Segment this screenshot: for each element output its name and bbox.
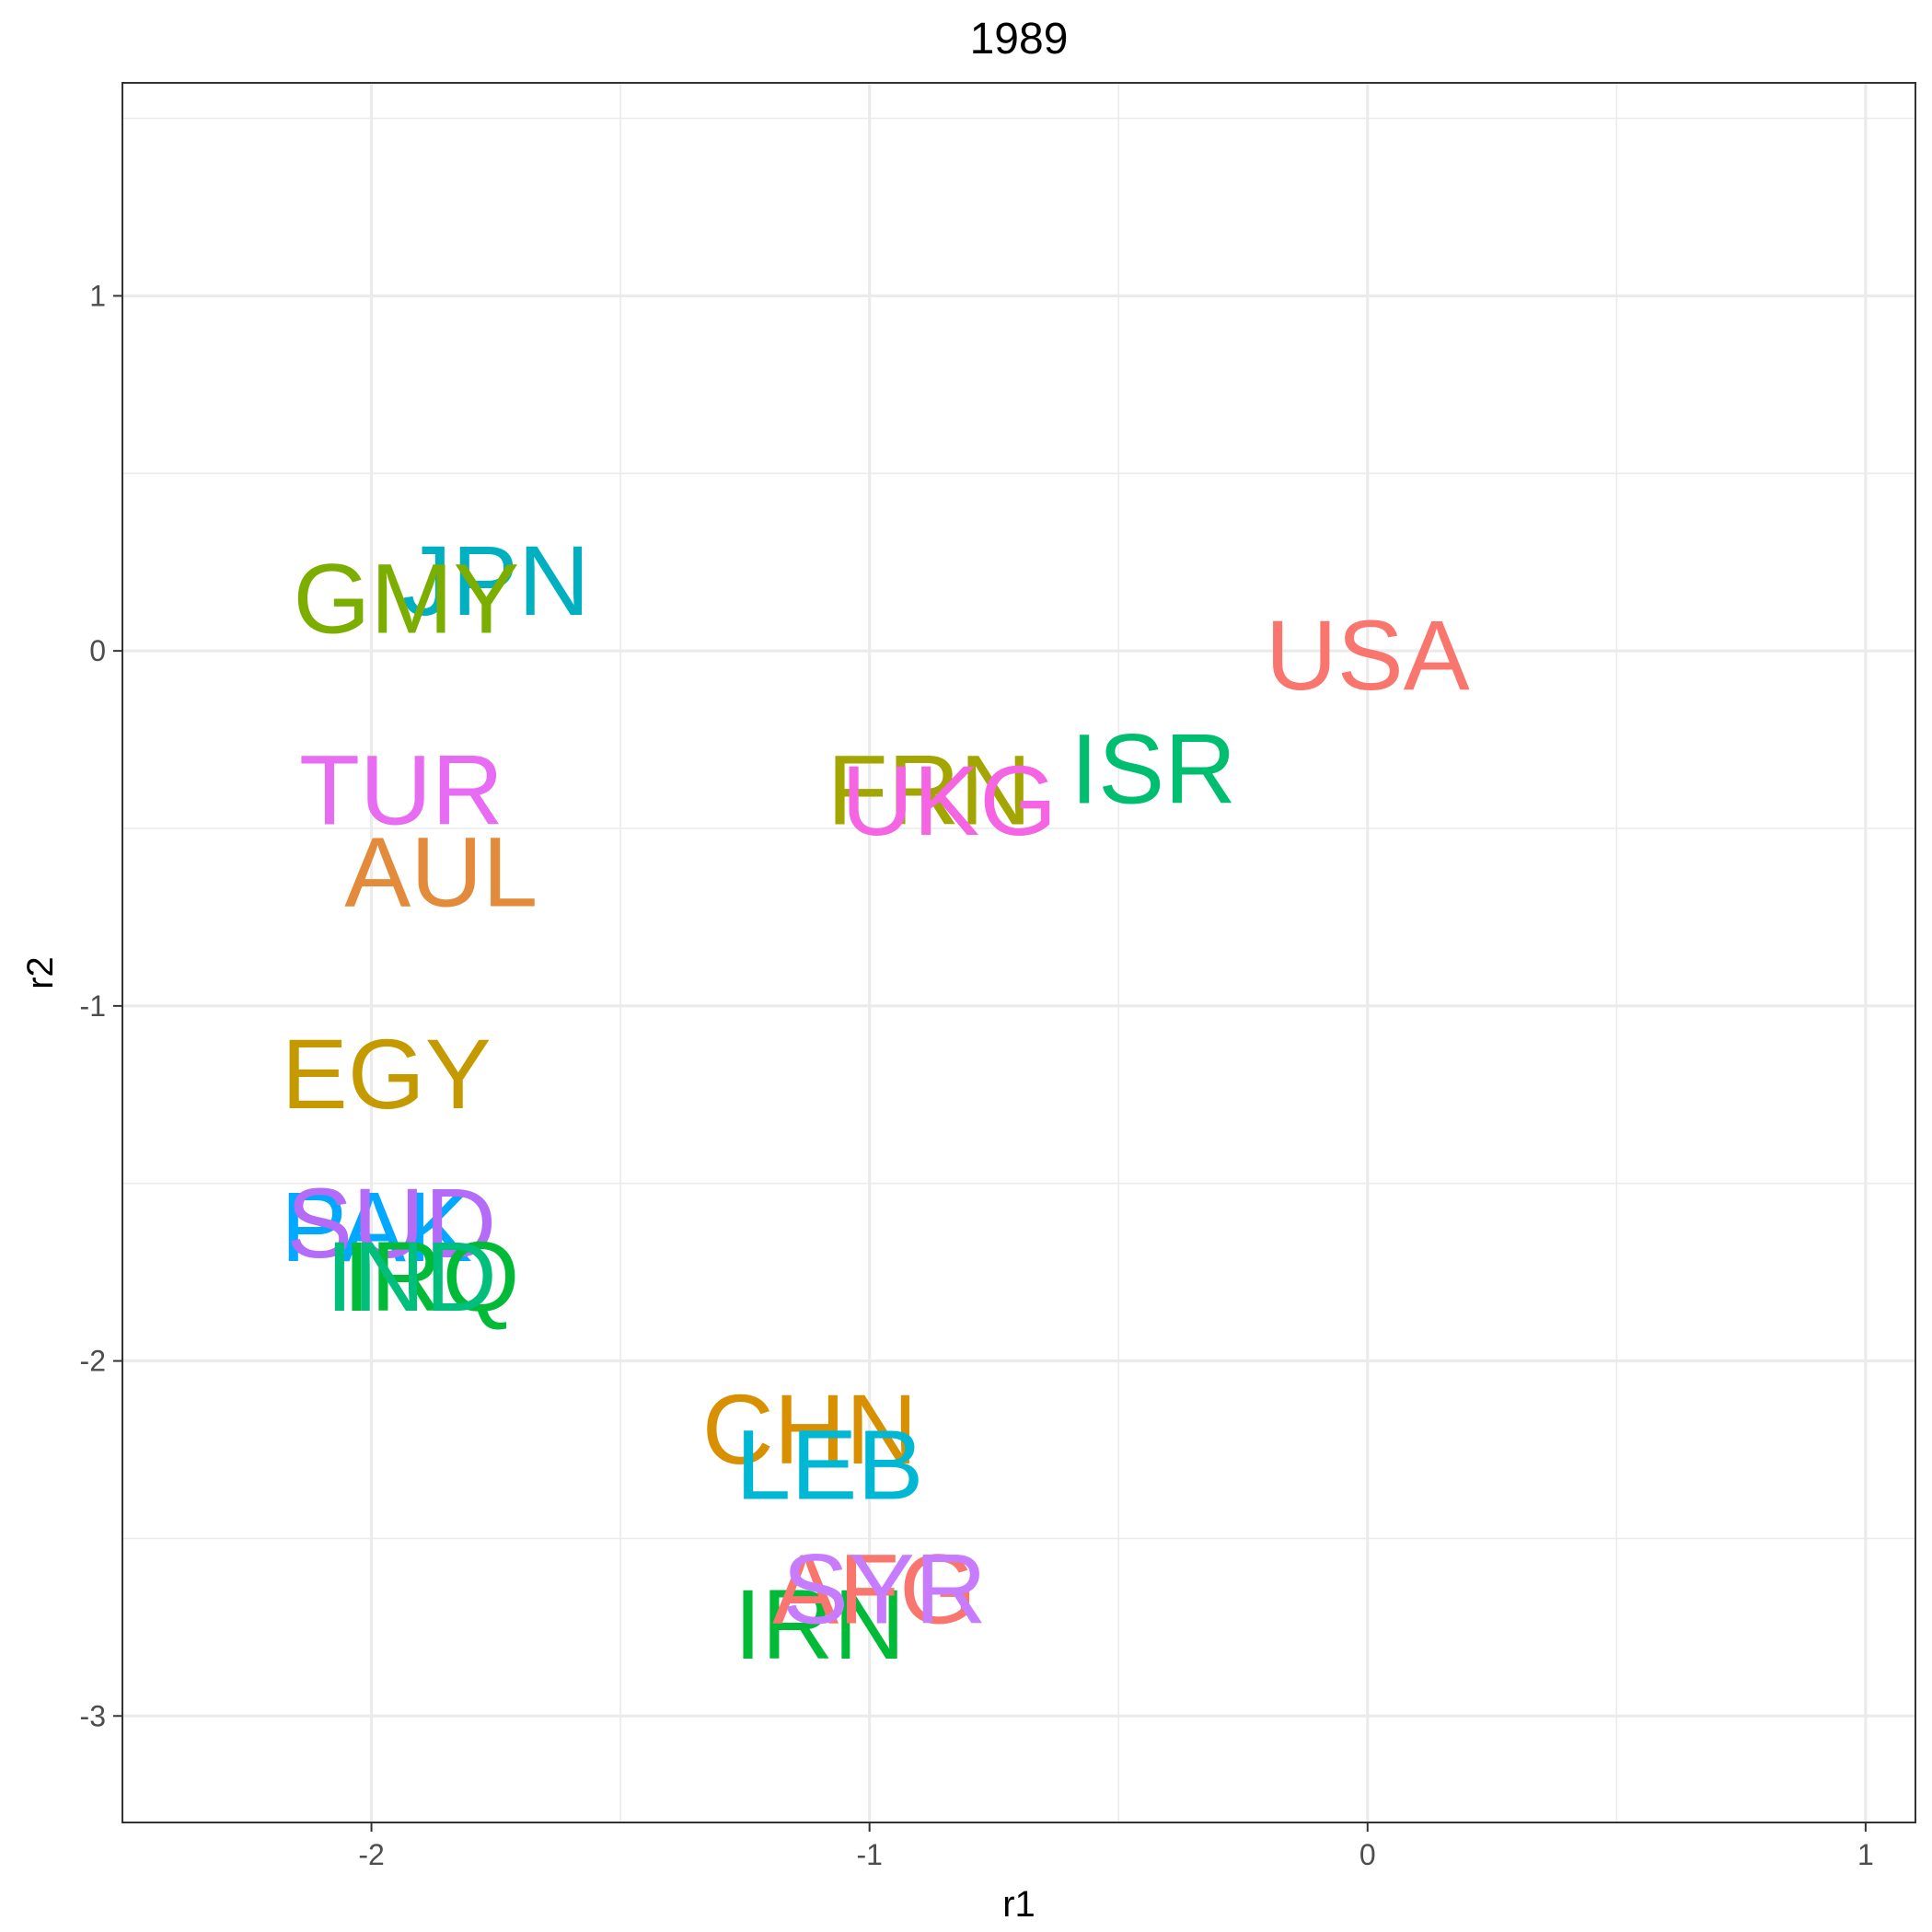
panel-border — [121, 82, 1916, 1823]
point-label-egy: EGY — [282, 1018, 492, 1129]
point-label-pak: PAK — [281, 1171, 472, 1282]
ticks-layer: -2 -1 0 1 -3 -2 -1 0 1 — [80, 279, 1874, 1871]
point-label-isr: ISR — [1070, 712, 1236, 824]
point-label-leb: LEB — [735, 1408, 923, 1520]
point-label-ind: IND — [326, 1221, 497, 1332]
point-label-irn: IRN — [735, 1568, 906, 1680]
point-label-jpn: JPN — [402, 525, 590, 636]
chart-title: 1989 — [970, 15, 1069, 64]
point-label-tur: TUR — [299, 735, 503, 846]
point-label-afg: AFG — [772, 1533, 977, 1644]
x-tick-label: -2 — [358, 1838, 384, 1871]
point-label-aul: AUL — [344, 816, 538, 927]
point-label-gmy: GMY — [293, 542, 519, 654]
point-label-usa: USA — [1266, 599, 1470, 711]
x-axis-title: r1 — [1002, 1884, 1035, 1925]
y-tick-label: 0 — [89, 634, 106, 667]
point-label-frn: FRN — [827, 735, 1032, 846]
point-label-ukg: UKG — [841, 745, 1057, 856]
plot-panel — [122, 83, 1915, 1822]
point-label-sud: SUD — [286, 1167, 496, 1278]
point-label-irq: IRQ — [342, 1221, 519, 1332]
y-tick-label: 1 — [89, 279, 106, 312]
point-label-syr: SYR — [782, 1533, 987, 1644]
y-tick-label: -2 — [80, 1345, 106, 1378]
y-axis-title: r2 — [20, 956, 61, 989]
x-tick-label: 0 — [1359, 1838, 1376, 1871]
point-label-chn: CHN — [702, 1373, 918, 1485]
grid-layer — [122, 83, 1915, 1822]
x-tick-label: -1 — [856, 1838, 882, 1871]
y-tick-label: -1 — [80, 989, 106, 1023]
y-tick-label: -3 — [80, 1699, 106, 1732]
x-tick-label: 1 — [1857, 1838, 1874, 1871]
